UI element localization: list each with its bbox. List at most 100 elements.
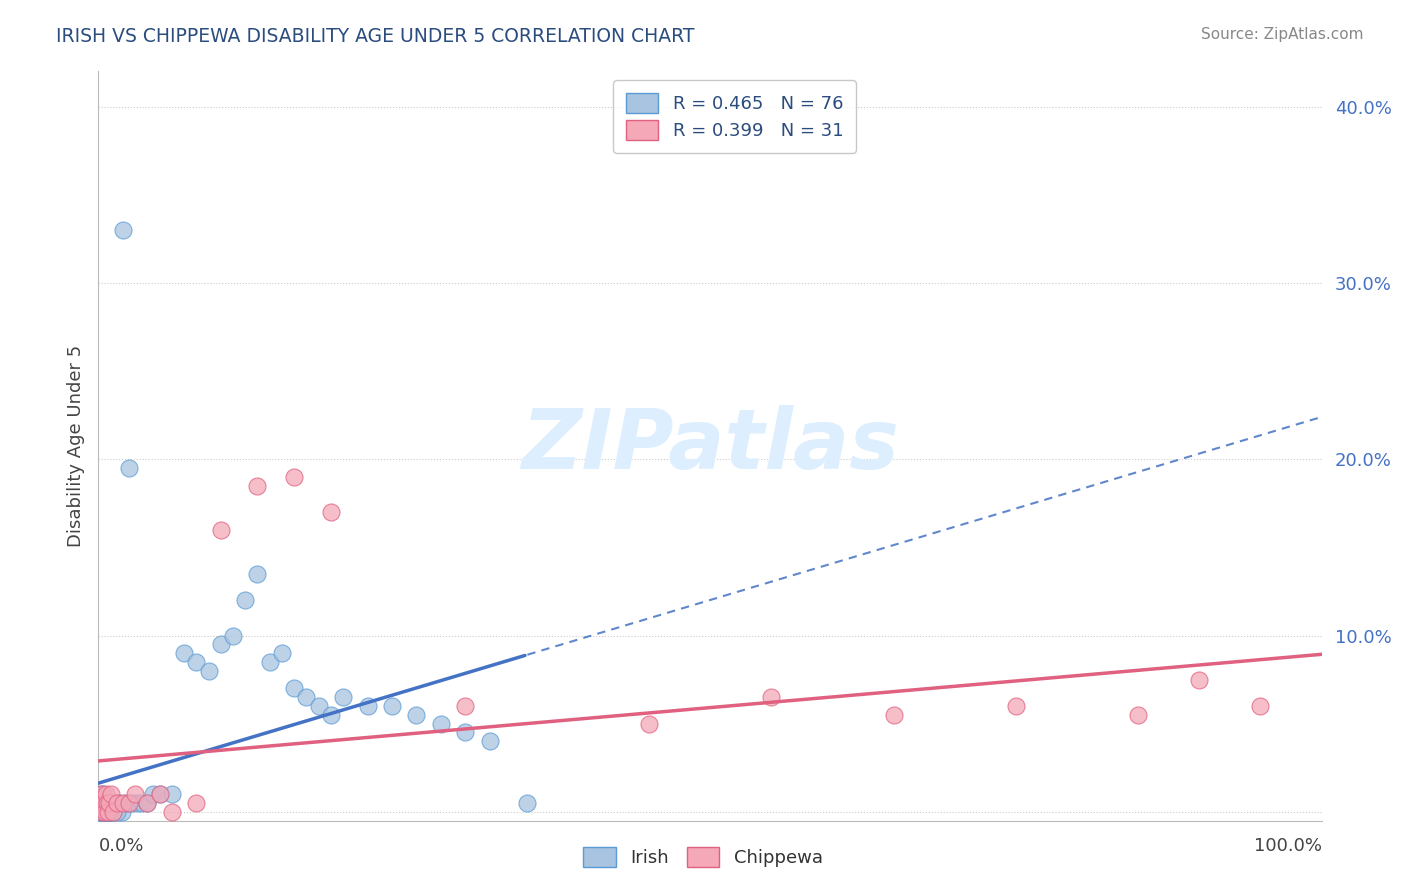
Point	[295, 690, 318, 705]
Point	[515, 796, 537, 810]
Point	[1004, 699, 1026, 714]
Point	[160, 787, 183, 801]
Text: Source: ZipAtlas.com: Source: ZipAtlas.com	[1201, 27, 1364, 42]
Point	[121, 796, 143, 810]
Point	[124, 787, 146, 801]
Text: 100.0%: 100.0%	[1254, 837, 1322, 855]
Point	[94, 805, 117, 819]
Point	[90, 787, 112, 801]
Point	[91, 805, 114, 819]
Point	[89, 805, 111, 819]
Point	[149, 787, 172, 801]
Point	[91, 805, 114, 819]
Point	[111, 796, 134, 810]
Point	[90, 805, 112, 819]
Legend: Irish, Chippewa: Irish, Chippewa	[576, 839, 830, 874]
Point	[91, 787, 114, 801]
Point	[96, 805, 118, 819]
Point	[89, 805, 111, 819]
Text: ZIPatlas: ZIPatlas	[522, 406, 898, 486]
Point	[1128, 707, 1150, 722]
Point	[91, 805, 114, 819]
Point	[319, 505, 342, 519]
Point	[89, 796, 111, 810]
Point	[105, 805, 128, 819]
Point	[118, 796, 141, 810]
Point	[91, 796, 114, 810]
Point	[90, 787, 112, 801]
Point	[90, 805, 112, 819]
Point	[283, 681, 305, 696]
Point	[97, 805, 120, 819]
Point	[103, 805, 125, 819]
Point	[93, 805, 115, 819]
Point	[105, 796, 128, 810]
Point	[98, 805, 121, 819]
Point	[246, 478, 269, 492]
Point	[186, 796, 208, 810]
Point	[1188, 673, 1211, 687]
Point	[246, 566, 269, 581]
Point	[149, 787, 172, 801]
Point	[94, 787, 117, 801]
Point	[96, 805, 118, 819]
Point	[127, 796, 149, 810]
Point	[91, 805, 114, 819]
Point	[259, 655, 281, 669]
Point	[131, 796, 153, 810]
Point	[209, 637, 232, 651]
Point	[454, 725, 477, 739]
Point	[101, 805, 124, 819]
Point	[91, 796, 114, 810]
Point	[142, 787, 165, 801]
Point	[430, 716, 453, 731]
Point	[96, 796, 118, 810]
Point	[105, 796, 128, 810]
Legend: R = 0.465   N = 76, R = 0.399   N = 31: R = 0.465 N = 76, R = 0.399 N = 31	[613, 80, 856, 153]
Point	[91, 805, 114, 819]
Point	[637, 716, 661, 731]
Point	[91, 805, 114, 819]
Point	[111, 223, 134, 237]
Point	[111, 805, 134, 819]
Point	[209, 523, 232, 537]
Point	[94, 805, 117, 819]
Point	[100, 787, 122, 801]
Point	[90, 796, 112, 810]
Point	[136, 796, 159, 810]
Point	[173, 646, 195, 660]
Point	[114, 796, 136, 810]
Point	[97, 796, 120, 810]
Text: 0.0%: 0.0%	[98, 837, 143, 855]
Point	[160, 805, 183, 819]
Point	[93, 805, 115, 819]
Point	[91, 805, 114, 819]
Point	[100, 805, 122, 819]
Point	[93, 805, 115, 819]
Point	[319, 707, 342, 722]
Point	[233, 593, 256, 607]
Text: IRISH VS CHIPPEWA DISABILITY AGE UNDER 5 CORRELATION CHART: IRISH VS CHIPPEWA DISABILITY AGE UNDER 5…	[56, 27, 695, 45]
Point	[270, 646, 294, 660]
Point	[91, 805, 114, 819]
Point	[356, 699, 378, 714]
Point	[93, 805, 115, 819]
Point	[100, 805, 122, 819]
Point	[91, 796, 114, 810]
Point	[101, 805, 124, 819]
Point	[761, 690, 783, 705]
Point	[93, 796, 115, 810]
Point	[89, 796, 111, 810]
Point	[1249, 699, 1271, 714]
Point	[101, 796, 124, 810]
Point	[97, 805, 120, 819]
Point	[97, 805, 120, 819]
Point	[98, 796, 121, 810]
Point	[98, 805, 121, 819]
Point	[94, 796, 117, 810]
Point	[478, 734, 501, 748]
Point	[96, 796, 118, 810]
Point	[222, 628, 245, 642]
Point	[883, 707, 905, 722]
Point	[118, 796, 141, 810]
